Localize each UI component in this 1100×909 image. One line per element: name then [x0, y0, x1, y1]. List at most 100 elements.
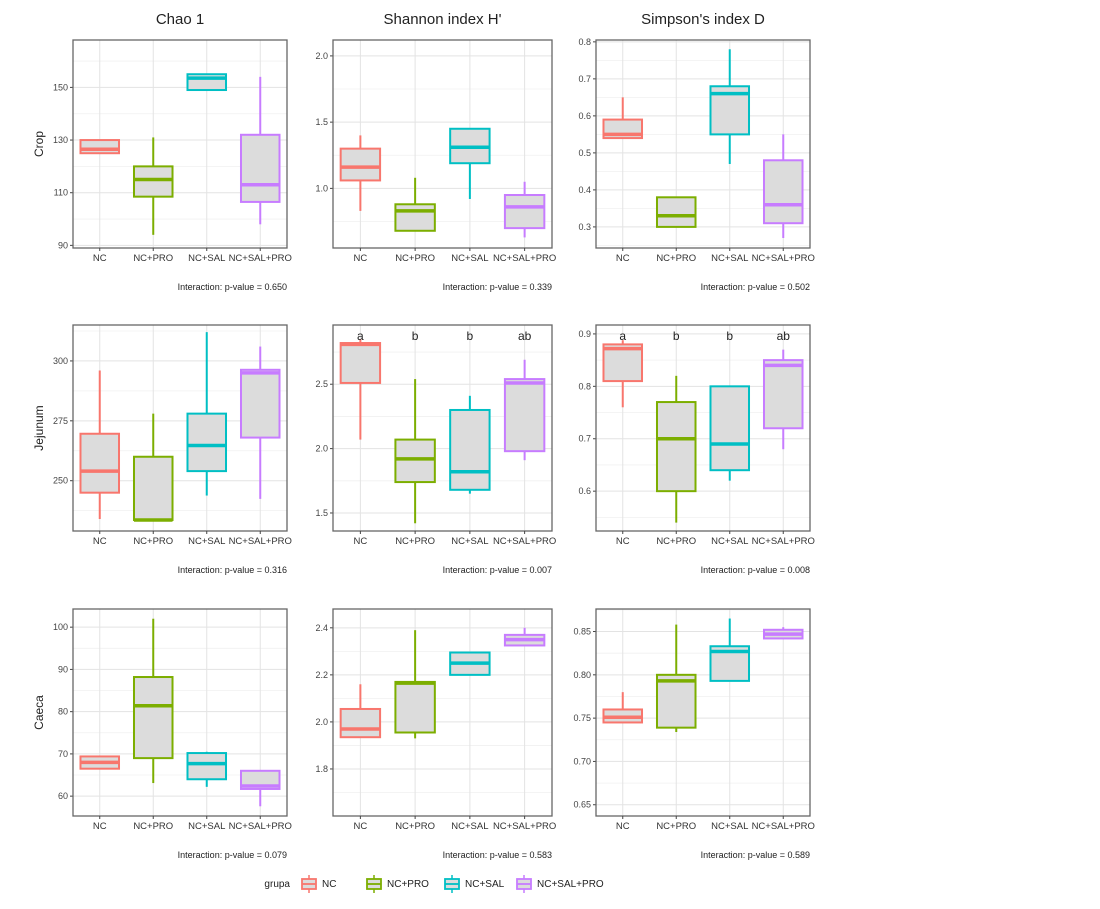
y-tick-label: 0.7 — [578, 434, 591, 444]
y-tick-label: 0.70 — [573, 756, 591, 766]
y-tick-label: 300 — [53, 356, 68, 366]
x-tick-label: NC — [616, 253, 630, 264]
plot-border — [595, 324, 811, 532]
x-tick-label: NC+PRO — [656, 536, 696, 547]
legend-label: NC+SAL+PRO — [537, 879, 604, 890]
x-tick-label: NC — [354, 253, 368, 264]
box-NC+SAL+PRO — [239, 133, 281, 203]
x-tick-label: NC — [616, 821, 630, 832]
box-NC+PRO — [655, 673, 697, 729]
box-NC — [79, 432, 121, 494]
y-tick-label: 250 — [53, 476, 68, 486]
panel-crop-2: 0.3 0.4 0.5 0.6 0.7 0.8 NC NC+PRO NC+SAL NC+SAL+P… — [578, 37, 814, 292]
plot-border — [332, 324, 553, 532]
column-title: Shannon index H' — [384, 11, 502, 28]
y-tick-label: 0.65 — [573, 800, 591, 810]
panel-jejunum-0: 250 275 300 NC NC+PRO NC+SAL NC+SAL+PRO Interac… — [53, 324, 292, 575]
x-tick-label: NC+PRO — [133, 253, 173, 264]
y-tick-label: 2.0 — [315, 51, 328, 61]
x-tick-label: NC+SAL — [711, 536, 748, 547]
row-label: Crop — [32, 131, 46, 157]
box-NC+SAL — [449, 408, 491, 491]
legend: grupa NC NC+PRO NC+SAL NC+SAL+PRO — [264, 875, 604, 893]
x-tick-label: NC — [93, 253, 107, 264]
plot-border — [72, 608, 288, 817]
y-tick-label: 0.5 — [578, 148, 591, 158]
x-tick-label: NC — [93, 536, 107, 547]
x-tick-label: NC+PRO — [395, 821, 435, 832]
legend-label: NC+PRO — [387, 879, 429, 890]
panel-caeca-2: 0.65 0.70 0.75 0.80 0.85 NC NC+PRO NC+SAL NC+SAL… — [573, 608, 815, 860]
legend-label: NC+SAL — [465, 879, 505, 890]
y-tick-label: 0.3 — [578, 222, 591, 232]
y-tick-label: 1.5 — [315, 508, 328, 518]
y-tick-label: 275 — [53, 416, 68, 426]
box-NC+SAL — [186, 412, 228, 473]
x-tick-label: NC+SAL — [711, 821, 748, 832]
x-tick-label: NC+SAL — [188, 536, 225, 547]
column-title: Simpson's index D — [641, 11, 765, 28]
x-tick-label: NC+SAL — [188, 821, 225, 832]
y-tick-label: 0.4 — [578, 185, 591, 195]
x-tick-label: NC+SAL — [188, 253, 225, 264]
box-NC — [602, 343, 644, 383]
significance-letter: b — [673, 329, 680, 343]
box-NC+PRO — [394, 438, 436, 484]
panel-crop-1: 1.0 1.5 2.0 NC NC+PRO NC+SAL NC+SAL+PRO Interac… — [315, 39, 556, 292]
plot-border — [595, 39, 811, 249]
x-tick-label: NC+SAL+PRO — [752, 536, 815, 547]
x-tick-label: NC — [354, 536, 368, 547]
p-value-annotation: Interaction: p-value = 0.502 — [701, 282, 810, 292]
x-tick-label: NC — [616, 536, 630, 547]
x-tick-label: NC+SAL — [451, 821, 488, 832]
x-tick-label: NC+SAL+PRO — [229, 253, 292, 264]
box-NC+PRO — [655, 401, 697, 493]
y-tick-label: 90 — [58, 240, 68, 250]
x-tick-label: NC+SAL+PRO — [229, 821, 292, 832]
plot-border — [332, 39, 553, 249]
y-tick-label: 2.4 — [315, 623, 328, 633]
box-NC+SAL+PRO — [503, 378, 546, 453]
y-tick-label: 2.5 — [315, 379, 328, 389]
x-tick-label: NC+SAL — [711, 253, 748, 264]
row-label: Caeca — [32, 695, 46, 730]
y-tick-label: 100 — [53, 622, 68, 632]
y-tick-label: 0.85 — [573, 627, 591, 637]
row-label: Jejunum — [32, 405, 46, 450]
x-tick-label: NC+SAL+PRO — [229, 536, 292, 547]
panel-crop-0: 90 110 130 150 NC NC+PRO NC+SAL NC+SAL+PRO Inter… — [53, 39, 292, 292]
box-NC — [79, 139, 121, 155]
box-NC+PRO — [394, 203, 436, 232]
box-NC — [339, 342, 382, 384]
x-tick-label: NC+SAL — [451, 536, 488, 547]
y-tick-label: 0.6 — [578, 486, 591, 496]
x-tick-label: NC+PRO — [656, 821, 696, 832]
box-NC+PRO — [132, 455, 174, 521]
box-NC+PRO — [655, 196, 697, 228]
y-tick-label: 0.7 — [578, 74, 591, 84]
p-value-annotation: Interaction: p-value = 0.589 — [701, 850, 810, 860]
box-NC+SAL+PRO — [239, 368, 281, 439]
box-NC+PRO — [132, 676, 174, 760]
plot-border — [72, 39, 288, 249]
significance-letter: b — [467, 329, 474, 343]
significance-letter: ab — [777, 329, 791, 343]
box-NC — [339, 707, 382, 739]
y-tick-label: 150 — [53, 82, 68, 92]
box-NC — [339, 147, 382, 182]
y-tick-label: 2.0 — [315, 444, 328, 454]
y-tick-label: 80 — [58, 707, 68, 717]
y-tick-label: 1.8 — [315, 764, 328, 774]
p-value-annotation: Interaction: p-value = 0.339 — [443, 282, 552, 292]
column-title: Chao 1 — [156, 11, 204, 28]
p-value-annotation: Interaction: p-value = 0.008 — [701, 565, 810, 575]
y-tick-label: 0.80 — [573, 670, 591, 680]
p-value-annotation: Interaction: p-value = 0.007 — [443, 565, 552, 575]
box-NC+SAL+PRO — [503, 194, 546, 230]
y-tick-label: 0.9 — [578, 329, 591, 339]
x-tick-label: NC+PRO — [133, 536, 173, 547]
y-tick-label: 0.6 — [578, 111, 591, 121]
box-NC+SAL — [709, 385, 751, 472]
